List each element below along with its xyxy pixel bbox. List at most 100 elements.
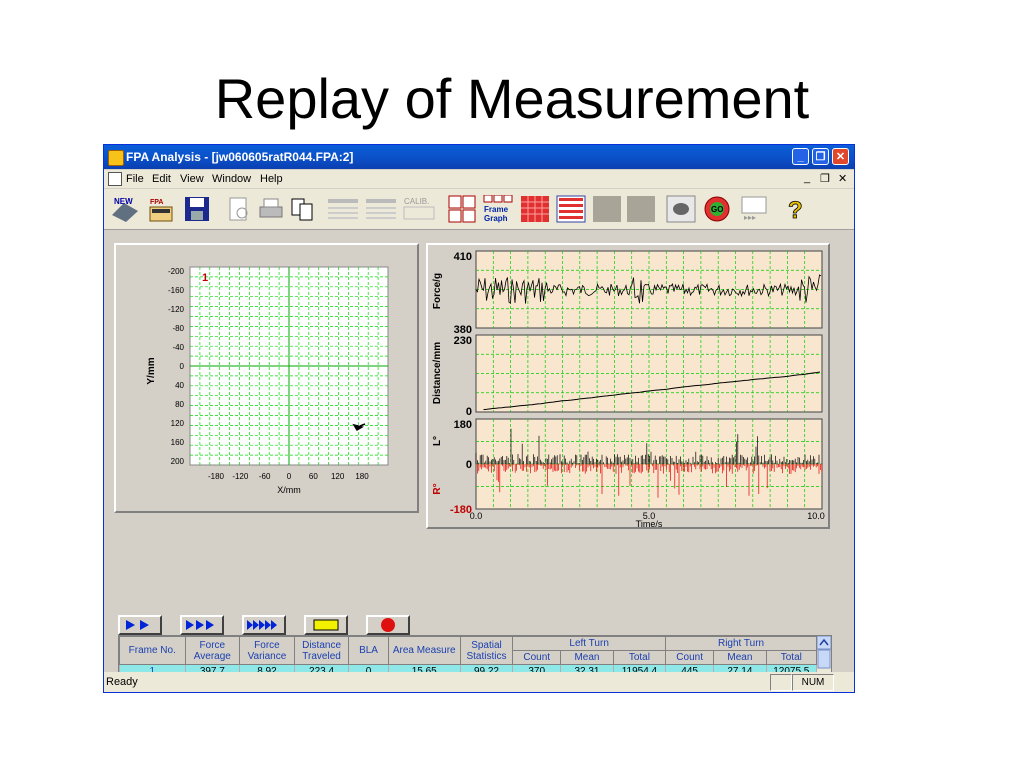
- xy-ytick: -80: [172, 324, 184, 333]
- toolbar: NEW FPA CALIB. Frame Graph: [104, 189, 854, 230]
- go-button[interactable]: GO: [702, 195, 732, 223]
- summary-icon[interactable]: [364, 195, 398, 223]
- menu-bar: File Edit View Window Help _ ❐ ✕: [104, 170, 854, 188]
- angle-ymin: -180: [450, 504, 472, 516]
- window-title: FPA Analysis - [jw060605ratR044.FPA:2]: [126, 150, 354, 164]
- calibration-button[interactable]: CALIB.: [402, 195, 438, 223]
- xy-ytick: -40: [172, 343, 184, 352]
- client-area: 1 -200 -160 -120 -80 -40 0 40 80 120 160 200 -180-…: [104, 231, 854, 692]
- col-right-total[interactable]: Total: [765, 650, 818, 665]
- xy-xtick: 180: [355, 472, 369, 481]
- xy-xtick: 60: [309, 472, 318, 481]
- status-num: NUM: [792, 674, 834, 691]
- rat-position-marker: [352, 423, 366, 432]
- rat-icon[interactable]: [666, 195, 696, 223]
- slide-title: Replay of Measurement: [214, 67, 810, 130]
- preview-icon[interactable]: [224, 195, 254, 223]
- table-cell[interactable]: 12402.3: [766, 693, 816, 694]
- col-right-mean[interactable]: Mean: [713, 650, 767, 665]
- xy-ytick: -200: [168, 267, 185, 276]
- new-file-button[interactable]: NEW: [110, 195, 140, 223]
- table-cell[interactable]: 3: [120, 693, 186, 694]
- help-icon[interactable]: ?: [780, 195, 810, 225]
- xy-ytick: 40: [175, 381, 184, 390]
- col-frame-no[interactable]: Frame No.: [119, 636, 186, 665]
- calib-label: CALIB.: [404, 197, 429, 206]
- table-cell[interactable]: 541: [666, 693, 714, 694]
- table-view-button[interactable]: [556, 195, 586, 223]
- record-button[interactable]: [366, 615, 410, 635]
- save-button[interactable]: [182, 195, 212, 223]
- table-cell[interactable]: 692.2: [294, 693, 349, 694]
- report-icon[interactable]: [326, 195, 360, 223]
- menu-window[interactable]: Window: [212, 173, 252, 185]
- xy-xtick: -120: [232, 472, 249, 481]
- table-cell[interactable]: 379.7: [185, 693, 240, 694]
- col-force-average[interactable]: Force Average: [184, 636, 241, 665]
- col-spatial-statistics[interactable]: Spatial Statistics: [459, 636, 514, 665]
- table-cell[interactable]: 22.92: [714, 693, 766, 694]
- time-tick-0: 0.0: [470, 511, 483, 521]
- disabled-tool-b-icon[interactable]: [626, 195, 656, 223]
- title-bar[interactable]: FPA Analysis - [jw060605ratR044.FPA:2] _…: [104, 145, 854, 169]
- go-label: GO: [711, 205, 723, 214]
- open-label: FPA: [150, 199, 163, 206]
- col-left-count[interactable]: Count: [512, 650, 562, 665]
- pause-button[interactable]: [304, 615, 348, 635]
- table-cell[interactable]: 99.22: [460, 693, 512, 694]
- play-button[interactable]: [118, 615, 162, 635]
- close-button[interactable]: ✕: [832, 148, 849, 165]
- svg-text:▸▸▸: ▸▸▸: [744, 213, 756, 222]
- table-cell[interactable]: 66.63: [240, 693, 295, 694]
- xy-xtick: -180: [208, 472, 225, 481]
- status-text: Ready: [106, 676, 138, 688]
- mdi-close-icon[interactable]: ✕: [838, 173, 848, 185]
- menu-help[interactable]: Help: [260, 173, 283, 185]
- force-ymax: 410: [454, 251, 472, 263]
- group-right-turn[interactable]: Right Turn: [665, 636, 817, 651]
- mdi-minimize-icon[interactable]: _: [804, 172, 811, 184]
- playback-settings-icon[interactable]: ▸▸▸: [740, 195, 770, 223]
- table-cell[interactable]: 471: [513, 693, 561, 694]
- xy-ytick: -120: [168, 305, 185, 314]
- time-plots: 410 380 Force/g 230 0 Distance/mm 180 0 …: [432, 250, 825, 529]
- col-bla[interactable]: BLA: [348, 636, 389, 665]
- menu-edit[interactable]: Edit: [152, 173, 171, 185]
- status-cell-empty: [770, 674, 792, 691]
- col-left-total[interactable]: Total: [612, 650, 667, 665]
- svg-text:?: ?: [788, 197, 803, 223]
- force-trace: [475, 274, 822, 304]
- col-left-mean[interactable]: Mean: [560, 650, 614, 665]
- col-force-variance[interactable]: Force Variance: [239, 636, 295, 665]
- col-area-measure[interactable]: Area Measure: [387, 636, 461, 665]
- data-grid-button[interactable]: [520, 195, 550, 223]
- table-cell[interactable]: 0: [349, 693, 388, 694]
- col-right-count[interactable]: Count: [665, 650, 715, 665]
- xy-ytick: 80: [175, 400, 184, 409]
- col-distance-traveled[interactable]: Distance Traveled: [293, 636, 350, 665]
- faster-forward-button[interactable]: [242, 615, 286, 635]
- right-turn-trace: [475, 464, 823, 498]
- xy-ylabel: Y/mm: [146, 357, 157, 384]
- table-cell[interactable]: 22.29: [561, 693, 613, 694]
- disabled-tool-a-icon[interactable]: [592, 195, 622, 223]
- fast-forward-button[interactable]: [180, 615, 224, 635]
- xy-marker-label: 1: [202, 272, 208, 284]
- frame-graph-button[interactable]: Frame Graph: [482, 194, 516, 223]
- minimize-button[interactable]: _: [792, 148, 809, 165]
- frames-grid-button[interactable]: [448, 195, 478, 223]
- menu-view[interactable]: View: [180, 173, 204, 185]
- force-ylabel: Force/g: [432, 273, 443, 309]
- mdi-restore-icon[interactable]: ❐: [820, 173, 830, 185]
- table-row[interactable]: 3379.766.63692.2091.6699.2247122.2910497…: [120, 693, 817, 694]
- xy-xtick: 120: [331, 472, 345, 481]
- copy-button[interactable]: [288, 195, 318, 223]
- table-cell[interactable]: 91.66: [388, 693, 460, 694]
- group-left-turn[interactable]: Left Turn: [512, 636, 667, 651]
- restore-button[interactable]: ❐: [812, 148, 829, 165]
- menu-file[interactable]: File: [126, 173, 144, 185]
- angle-ylabel-left: L°: [432, 436, 443, 446]
- table-cell[interactable]: 10497.0: [613, 693, 665, 694]
- open-file-button[interactable]: FPA: [146, 195, 176, 223]
- print-button[interactable]: [256, 195, 286, 223]
